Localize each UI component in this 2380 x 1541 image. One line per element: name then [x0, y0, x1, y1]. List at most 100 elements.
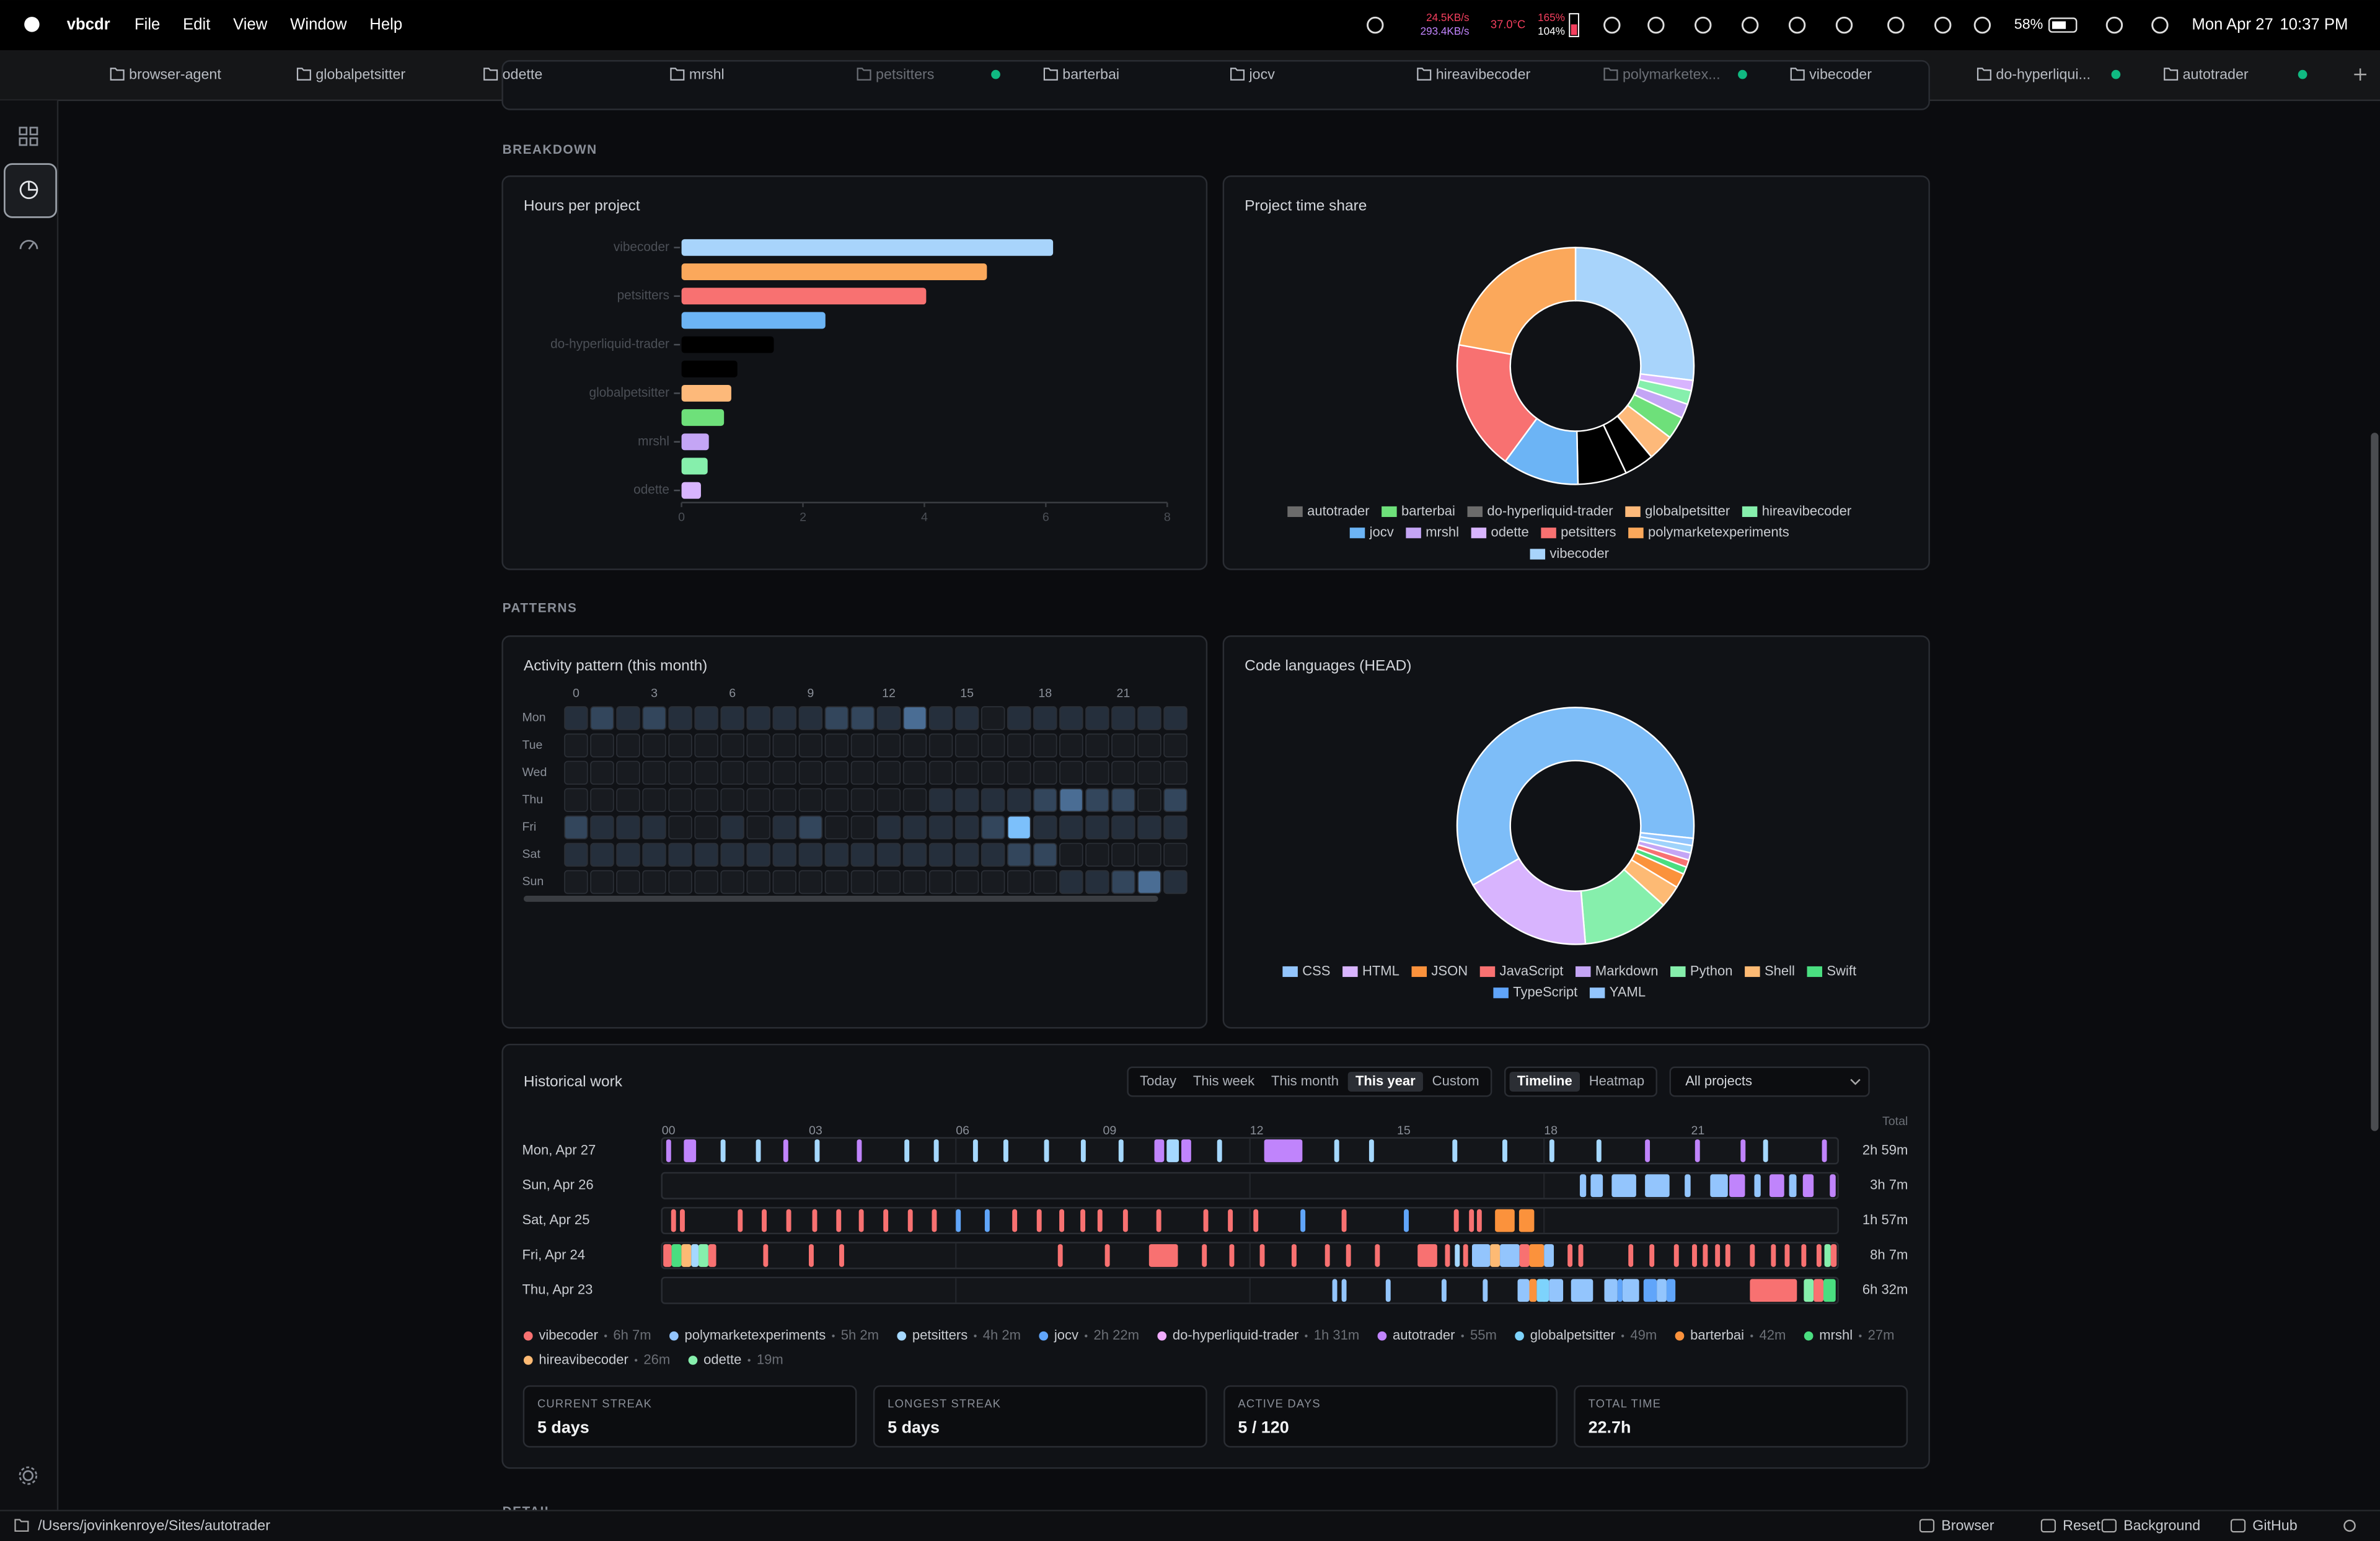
heat-cell [564, 788, 588, 812]
new-tab[interactable] [2354, 68, 2366, 81]
tab[interactable]: globalpetsitter [315, 66, 405, 82]
tab[interactable]: jocv [1249, 66, 1276, 82]
status-action[interactable]: GitHub [2252, 1517, 2297, 1534]
x-tick-label: 21 [1691, 1124, 1704, 1137]
legend-label: Shell [1765, 963, 1795, 978]
status-action[interactable]: Browser [1941, 1517, 1994, 1534]
tab[interactable]: hireavibecoder [1436, 66, 1531, 82]
session [1804, 1279, 1814, 1302]
legend-label: petsitters [1561, 524, 1616, 540]
heat-cell [954, 870, 979, 894]
status-icon[interactable] [2105, 16, 2123, 34]
heat-cell [981, 733, 1005, 757]
theme-toggle[interactable] [2343, 1519, 2356, 1532]
session [1259, 1244, 1265, 1267]
heat-cell [1163, 706, 1188, 730]
settings-icon[interactable] [22, 1470, 33, 1481]
status-icon[interactable] [1788, 16, 1806, 34]
status-icon[interactable] [1973, 16, 1991, 34]
project-select[interactable] [1669, 1066, 1870, 1097]
speed-icon[interactable] [19, 239, 38, 249]
filter-button[interactable]: Custom [1432, 1073, 1479, 1088]
status-icon[interactable] [1603, 16, 1621, 34]
filter-button[interactable]: Today [1140, 1073, 1176, 1088]
time: 10:37 PM [2280, 15, 2348, 33]
session [1490, 1244, 1501, 1267]
tab[interactable]: mrshl [689, 66, 725, 82]
status-icon[interactable] [1887, 16, 1905, 34]
legend-dot [688, 1356, 698, 1365]
status-icon [2040, 1519, 2056, 1533]
y-tick-label: Wed [522, 766, 547, 779]
filter-button[interactable]: This week [1193, 1073, 1255, 1088]
legend-separator [974, 1335, 977, 1338]
status-icon[interactable] [2151, 16, 2169, 34]
session [1729, 1174, 1745, 1198]
tab[interactable]: vibecoder [1809, 66, 1872, 82]
heat-cell [1137, 842, 1161, 867]
session [1469, 1209, 1474, 1232]
session [671, 1209, 676, 1232]
filter-button[interactable]: Timeline [1517, 1073, 1572, 1088]
battery-fill [2052, 21, 2066, 29]
legend-separator [604, 1335, 607, 1338]
y-tick-label: do-hyperliquid-trader [550, 337, 669, 351]
heat-cell [1007, 706, 1031, 730]
menu-item[interactable]: View [233, 15, 268, 33]
session [738, 1209, 743, 1232]
status-icon[interactable] [1835, 16, 1853, 34]
session [1368, 1139, 1374, 1162]
status-action[interactable]: Background [2123, 1517, 2200, 1534]
filter-button[interactable]: This month [1271, 1073, 1339, 1088]
legend-separator [1621, 1335, 1624, 1338]
status-icon[interactable] [1741, 16, 1759, 34]
menu-item[interactable]: Window [290, 15, 347, 33]
tab[interactable]: odette [503, 66, 543, 82]
session [836, 1209, 842, 1232]
tab[interactable]: polymarketex... [1623, 66, 1721, 82]
menu-item[interactable]: Help [369, 15, 402, 33]
heat-cell [590, 733, 614, 757]
stat-label: CURRENT STREAK [537, 1397, 652, 1410]
menu-item[interactable]: Edit [183, 15, 210, 33]
session [1715, 1244, 1721, 1267]
stat-value: 5 / 120 [1238, 1418, 1289, 1437]
heatmap-scrollbar[interactable] [523, 896, 1158, 902]
x-tick-label: 15 [960, 686, 974, 700]
heat-cell [850, 761, 875, 785]
status-icon[interactable] [1367, 16, 1384, 34]
tab[interactable]: petsitters [876, 66, 934, 82]
heat-cell [850, 815, 875, 840]
heat-cell [824, 761, 849, 785]
heat-cell [824, 842, 849, 867]
heat-cell [954, 761, 979, 785]
tab[interactable]: barterbai [1062, 66, 1119, 82]
heat-cell [616, 733, 640, 757]
status-icon[interactable] [1934, 16, 1952, 34]
heat-cell [1111, 870, 1135, 894]
heat-cell [668, 815, 692, 840]
heat-cell [798, 761, 823, 785]
menu-item[interactable]: File [134, 15, 160, 33]
session [1590, 1174, 1603, 1198]
heat-cell [1163, 788, 1188, 812]
filter-button[interactable]: Heatmap [1589, 1073, 1644, 1088]
dashboard-icon[interactable] [19, 126, 28, 136]
status-icon[interactable] [1647, 16, 1665, 34]
status-action[interactable]: Reset [2063, 1517, 2100, 1534]
bar [681, 336, 774, 353]
heat-cell [902, 815, 927, 840]
page-scrollbar[interactable] [2371, 433, 2379, 1131]
tab[interactable]: autotrader [2183, 66, 2249, 82]
tab[interactable]: do-hyperliqui... [1996, 66, 2091, 82]
heat-cell [824, 788, 849, 812]
heat-cell [850, 842, 875, 867]
heat-cell [1137, 815, 1161, 840]
legend-separator [832, 1335, 835, 1338]
legend-swatch [1745, 966, 1760, 978]
session [1750, 1244, 1755, 1267]
status-icon[interactable] [1695, 16, 1712, 34]
session [1341, 1279, 1347, 1302]
filter-button[interactable]: This year [1355, 1073, 1416, 1088]
tab[interactable]: browser-agent [129, 66, 221, 82]
